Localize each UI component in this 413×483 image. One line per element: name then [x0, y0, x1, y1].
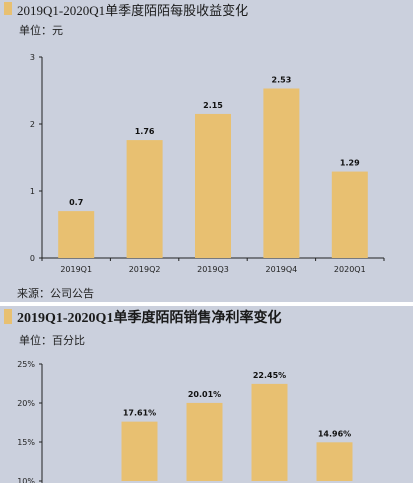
- unit-label: 单位：百分比: [19, 335, 85, 347]
- y-tick-label: 3: [30, 53, 35, 62]
- source-label: 来源：公司公告: [17, 288, 94, 300]
- x-tick-label: 2020Q1: [334, 265, 366, 274]
- data-label: 22.45%: [253, 371, 286, 380]
- bar: [263, 88, 300, 259]
- data-label: 20.01%: [188, 390, 221, 399]
- y-tick-label: 0: [30, 254, 35, 263]
- title-accent-bar: [4, 309, 12, 324]
- bar: [121, 421, 158, 481]
- bar: [251, 383, 288, 481]
- bar: [186, 402, 223, 481]
- bar: [195, 113, 231, 258]
- chart-title: 2019Q1-2020Q1单季度陌陌每股收益变化: [17, 3, 249, 18]
- net-margin-bar-chart: 10% 15% 20% 25% 17.61% 20.01% 22.45% 14.96%: [17, 360, 353, 483]
- chart-title: 2019Q1-2020Q1单季度陌陌销售净利率变化: [17, 311, 282, 326]
- title-accent-bar: [4, 2, 12, 15]
- x-tick-label: 2019Q4: [266, 265, 298, 274]
- bar: [316, 442, 353, 481]
- y-tick-label: 1: [30, 187, 35, 196]
- bar: [58, 211, 95, 258]
- y-tick-label: 25%: [17, 360, 35, 369]
- x-tick-label: 2019Q1: [60, 265, 92, 274]
- data-label: 1.76: [135, 127, 155, 136]
- net-margin-chart-panel: 2019Q1-2020Q1单季度陌陌销售净利率变化 单位：百分比 10% 15% 2…: [0, 306, 413, 483]
- data-label: 2.15: [203, 101, 223, 110]
- y-tick-label: 20%: [17, 399, 35, 408]
- bar: [126, 140, 163, 258]
- data-label: 2.53: [272, 75, 292, 84]
- bar: [331, 171, 368, 258]
- y-tick-label: 15%: [17, 438, 35, 447]
- data-label: 1.29: [340, 159, 360, 168]
- x-tick-label: 2019Q3: [197, 265, 229, 274]
- data-label: 0.7: [69, 198, 83, 207]
- data-label: 14.96%: [318, 429, 351, 438]
- unit-label: 单位：元: [19, 25, 63, 37]
- x-tick-label: 2019Q2: [129, 265, 161, 274]
- data-label: 17.61%: [123, 409, 156, 418]
- y-tick-label: 2: [30, 120, 35, 129]
- y-tick-label: 10%: [17, 477, 35, 483]
- eps-chart-panel: 2019Q1-2020Q1单季度陌陌每股收益变化 单位：元 0 1 2 3 2019Q1…: [0, 0, 413, 302]
- eps-bar-chart: 0 1 2 3 2019Q1 0.7 2019Q2 1.76 2019Q3 2.15 2019Q4 2…: [30, 53, 385, 274]
